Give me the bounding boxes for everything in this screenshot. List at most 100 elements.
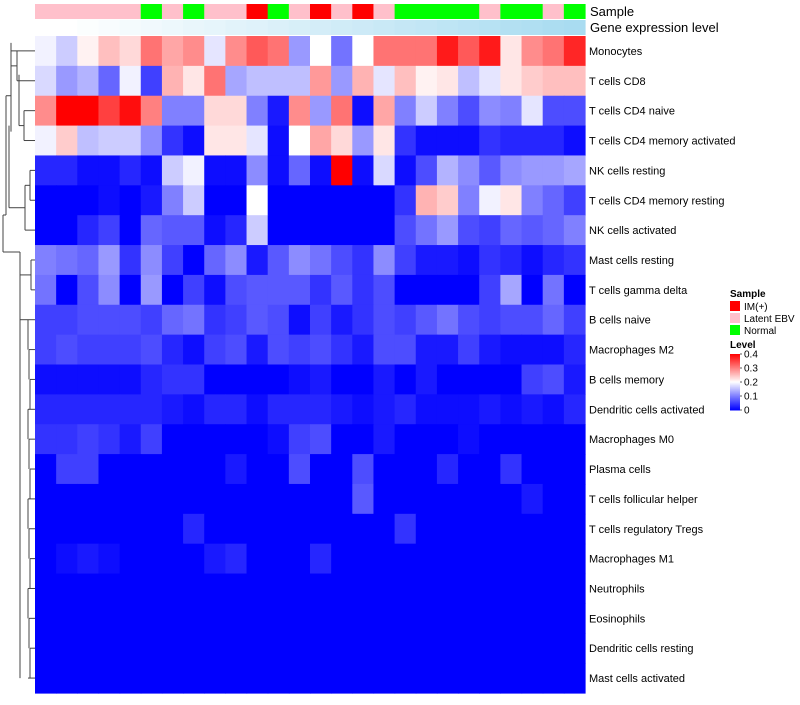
- heatmap-cell: [246, 215, 269, 246]
- heatmap-cell: [119, 603, 142, 634]
- row-label: Macrophages M0: [589, 434, 674, 446]
- heatmap-cell: [77, 125, 100, 157]
- heatmap-cell: [246, 663, 269, 694]
- heatmap-cell: [436, 513, 459, 545]
- heatmap-cell: [204, 155, 226, 186]
- legend-color-bar-segment: [730, 384, 740, 387]
- heatmap-cell: [521, 125, 544, 157]
- heatmap-cell: [183, 245, 205, 276]
- legend-color-bar-segment: [730, 402, 740, 404]
- heatmap-cell: [119, 304, 142, 336]
- heatmap-cell: [436, 573, 459, 605]
- heatmap-cell: [77, 65, 100, 97]
- heatmap-cell: [77, 483, 100, 515]
- sample-track-cell: [119, 4, 142, 19]
- heatmap-cell: [542, 334, 565, 366]
- heatmap-cell: [140, 454, 163, 485]
- heatmap-cell: [500, 215, 523, 246]
- heatmap-cell: [246, 274, 269, 306]
- heatmap-cell: [140, 483, 163, 515]
- legend-color-bar-segment: [730, 404, 740, 406]
- heatmap-cell: [415, 245, 438, 276]
- heatmap-cell: [373, 95, 396, 127]
- heatmap-cell: [394, 513, 417, 545]
- sample-track-cell: [204, 4, 226, 19]
- heatmap-cell: [373, 36, 396, 67]
- heatmap-cell: [288, 304, 311, 336]
- heatmap-cell: [204, 573, 226, 605]
- heatmap-cell: [415, 155, 438, 186]
- heatmap-cell: [352, 125, 375, 157]
- heatmap-cell: [521, 483, 544, 515]
- heatmap-cell: [267, 274, 290, 306]
- legend-tick-label: 0.1: [744, 392, 758, 403]
- heatmap-cell: [310, 304, 332, 336]
- heatmap-cell: [415, 394, 438, 425]
- heatmap-cell: [288, 65, 311, 97]
- heatmap-cell: [98, 125, 121, 157]
- heatmap-cell: [183, 573, 205, 605]
- heatmap-cell: [500, 185, 523, 216]
- heatmap-cell: [458, 483, 480, 515]
- heatmap-cell: [331, 513, 353, 545]
- heatmap-cell: [563, 633, 586, 664]
- heatmap-cell: [352, 245, 375, 276]
- heatmap-cell: [288, 36, 311, 67]
- heatmap-cell: [331, 334, 353, 366]
- expression-track-cell: [98, 20, 121, 35]
- heatmap-cell: [415, 603, 438, 634]
- heatmap-cell: [373, 663, 396, 694]
- heatmap-cell: [436, 454, 459, 485]
- heatmap-cell: [246, 424, 269, 455]
- heatmap-cell: [500, 633, 523, 664]
- heatmap-cell: [225, 424, 248, 455]
- row-label: Dendritic cells resting: [589, 643, 694, 655]
- row-label: T cells follicular helper: [589, 494, 698, 506]
- heatmap-cell: [204, 454, 226, 485]
- heatmap-cell: [225, 663, 248, 694]
- row-label: T cells CD4 memory activated: [589, 136, 736, 148]
- heatmap-cell: [246, 603, 269, 634]
- heatmap-cell: [225, 65, 248, 97]
- heatmap-cell: [394, 304, 417, 336]
- heatmap-cell: [415, 185, 438, 216]
- heatmap-cell: [119, 125, 142, 157]
- heatmap-cell: [35, 573, 57, 605]
- legend-color-bar-segment: [730, 379, 740, 381]
- heatmap-cell: [77, 633, 100, 664]
- heatmap-cell: [183, 215, 205, 246]
- heatmap-cell: [500, 155, 523, 186]
- heatmap-cell: [521, 394, 544, 425]
- heatmap-cell: [98, 633, 121, 664]
- legend-color-bar-segment: [730, 370, 740, 373]
- heatmap-cell: [500, 603, 523, 634]
- heatmap-cell: [56, 95, 78, 127]
- heatmap-cell: [352, 304, 375, 336]
- heatmap-cell: [246, 304, 269, 336]
- heatmap-cell: [542, 65, 565, 97]
- legend-color-bar-segment: [730, 409, 740, 411]
- heatmap-cell: [521, 215, 544, 246]
- heatmap-cell: [331, 543, 353, 575]
- heatmap-cell: [394, 185, 417, 216]
- heatmap-cell: [77, 36, 100, 67]
- heatmap-cell: [373, 364, 396, 395]
- heatmap-cell: [542, 155, 565, 186]
- heatmap-cell: [458, 65, 480, 97]
- expression-track-cell: [394, 20, 417, 35]
- heatmap-cell: [310, 364, 332, 395]
- heatmap-cell: [161, 65, 184, 97]
- heatmap-cell: [56, 543, 78, 575]
- heatmap-cell: [500, 334, 523, 366]
- heatmap-cell: [563, 155, 586, 186]
- heatmap-cell: [225, 274, 248, 306]
- heatmap-cell: [352, 663, 375, 694]
- expression-track-cell: [119, 20, 142, 35]
- heatmap-cell: [183, 65, 205, 97]
- expression-track-cell: [563, 20, 586, 35]
- heatmap-cell: [183, 663, 205, 694]
- heatmap-cell: [394, 125, 417, 157]
- legend-color-bar-segment: [730, 369, 740, 372]
- heatmap-cell: [161, 663, 184, 694]
- heatmap-cell: [415, 364, 438, 395]
